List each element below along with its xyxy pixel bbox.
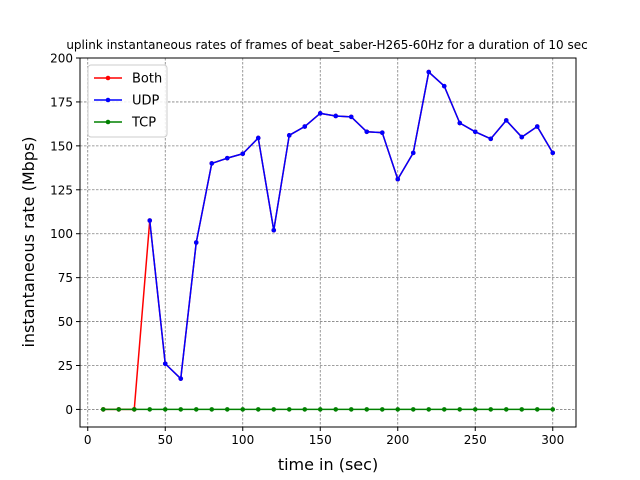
data-point-tcp bbox=[333, 407, 339, 412]
y-tick-label: 75 bbox=[58, 271, 73, 285]
data-point-udp bbox=[472, 129, 478, 135]
data-point-tcp bbox=[209, 407, 215, 412]
data-point-udp bbox=[178, 376, 184, 381]
y-tick-label: 175 bbox=[50, 95, 73, 109]
data-point-udp bbox=[286, 133, 292, 138]
x-tick-label: 300 bbox=[541, 433, 564, 447]
data-point-tcp bbox=[472, 407, 478, 412]
data-point-udp bbox=[457, 120, 463, 126]
data-point-tcp bbox=[317, 407, 323, 412]
x-tick-label: 200 bbox=[386, 433, 409, 447]
data-point-tcp bbox=[255, 407, 261, 412]
data-point-tcp bbox=[162, 407, 168, 412]
data-point-tcp bbox=[410, 407, 416, 412]
data-point-tcp bbox=[550, 407, 556, 412]
data-point-udp bbox=[348, 114, 354, 120]
data-point-tcp bbox=[503, 407, 509, 412]
y-tick-label: 100 bbox=[50, 227, 73, 241]
chart-title: uplink instantaneous rates of frames of … bbox=[66, 38, 587, 52]
data-point-tcp bbox=[488, 407, 494, 412]
data-point-tcp bbox=[395, 407, 401, 412]
legend-box bbox=[87, 64, 168, 138]
data-point-udp bbox=[209, 161, 215, 166]
data-point-tcp bbox=[193, 407, 199, 412]
legend-marker-udp bbox=[105, 97, 111, 103]
x-tick-label: 0 bbox=[84, 433, 92, 447]
y-tick-label: 25 bbox=[58, 359, 73, 373]
data-point-udp bbox=[240, 151, 246, 157]
series-tcp bbox=[100, 407, 556, 412]
y-tick-label: 0 bbox=[65, 403, 73, 417]
data-point-udp bbox=[503, 118, 509, 123]
data-point-tcp bbox=[364, 407, 370, 412]
legend-item-udp: UDP bbox=[94, 94, 160, 109]
data-point-udp bbox=[224, 155, 230, 161]
data-point-tcp bbox=[441, 407, 447, 412]
data-point-tcp bbox=[240, 407, 246, 412]
series-udp bbox=[147, 69, 556, 381]
data-point-tcp bbox=[271, 407, 277, 412]
x-axis-label: time in (sec) bbox=[278, 455, 378, 474]
data-point-udp bbox=[441, 83, 447, 89]
legend-label-udp: UDP bbox=[132, 94, 160, 109]
data-point-udp bbox=[193, 240, 199, 245]
x-tick-label: 100 bbox=[231, 433, 254, 447]
data-point-udp bbox=[147, 218, 153, 223]
data-point-tcp bbox=[100, 407, 106, 412]
data-point-tcp bbox=[534, 407, 540, 412]
legend: Both UDP TCP bbox=[87, 64, 168, 138]
data-point-tcp bbox=[379, 407, 385, 412]
y-tick-label: 125 bbox=[50, 183, 73, 197]
data-point-udp bbox=[395, 176, 401, 182]
data-point-tcp bbox=[131, 407, 137, 412]
y-tick-label: 200 bbox=[50, 52, 73, 66]
x-axis-ticks: 0 50 100 150 200 250 300 bbox=[84, 427, 564, 447]
data-point-udp bbox=[519, 134, 525, 140]
legend-marker-both bbox=[105, 75, 111, 81]
data-point-tcp bbox=[457, 407, 463, 412]
legend-label-tcp: TCP bbox=[131, 116, 156, 131]
plot-frame bbox=[79, 57, 577, 428]
y-tick-label: 50 bbox=[58, 315, 73, 329]
data-point-tcp bbox=[147, 407, 153, 412]
data-point-tcp bbox=[224, 407, 230, 412]
y-axis-ticks: 0 25 50 75 100 125 150 175 200 bbox=[50, 52, 80, 417]
data-point-udp bbox=[162, 361, 168, 367]
data-point-udp bbox=[550, 150, 556, 156]
data-point-udp bbox=[271, 227, 277, 233]
data-point-tcp bbox=[426, 407, 432, 412]
data-point-tcp bbox=[178, 407, 184, 412]
legend-item-tcp: TCP bbox=[94, 116, 156, 131]
data-point-tcp bbox=[116, 407, 122, 412]
data-point-udp bbox=[317, 111, 323, 116]
series-group bbox=[100, 69, 556, 412]
data-point-udp bbox=[379, 130, 385, 135]
x-tick-label: 150 bbox=[309, 433, 332, 447]
y-tick-label: 150 bbox=[50, 139, 73, 153]
legend-label-both: Both bbox=[132, 72, 162, 87]
x-tick-label: 50 bbox=[158, 433, 173, 447]
data-point-udp bbox=[488, 136, 494, 142]
x-tick-label: 250 bbox=[464, 433, 487, 447]
data-point-tcp bbox=[286, 407, 292, 412]
y-axis-label: instantaneous rate (Mbps) bbox=[19, 136, 38, 347]
data-point-tcp bbox=[519, 407, 525, 412]
legend-item-both: Both bbox=[94, 72, 162, 87]
data-point-udp bbox=[426, 69, 432, 75]
data-point-udp bbox=[534, 124, 540, 129]
data-point-udp bbox=[410, 150, 416, 156]
legend-marker-tcp bbox=[105, 119, 111, 125]
data-point-udp bbox=[364, 129, 370, 135]
data-point-udp bbox=[302, 124, 308, 129]
data-point-udp bbox=[333, 113, 339, 119]
data-point-tcp bbox=[348, 407, 354, 412]
data-point-tcp bbox=[302, 407, 308, 412]
data-point-udp bbox=[255, 135, 261, 141]
